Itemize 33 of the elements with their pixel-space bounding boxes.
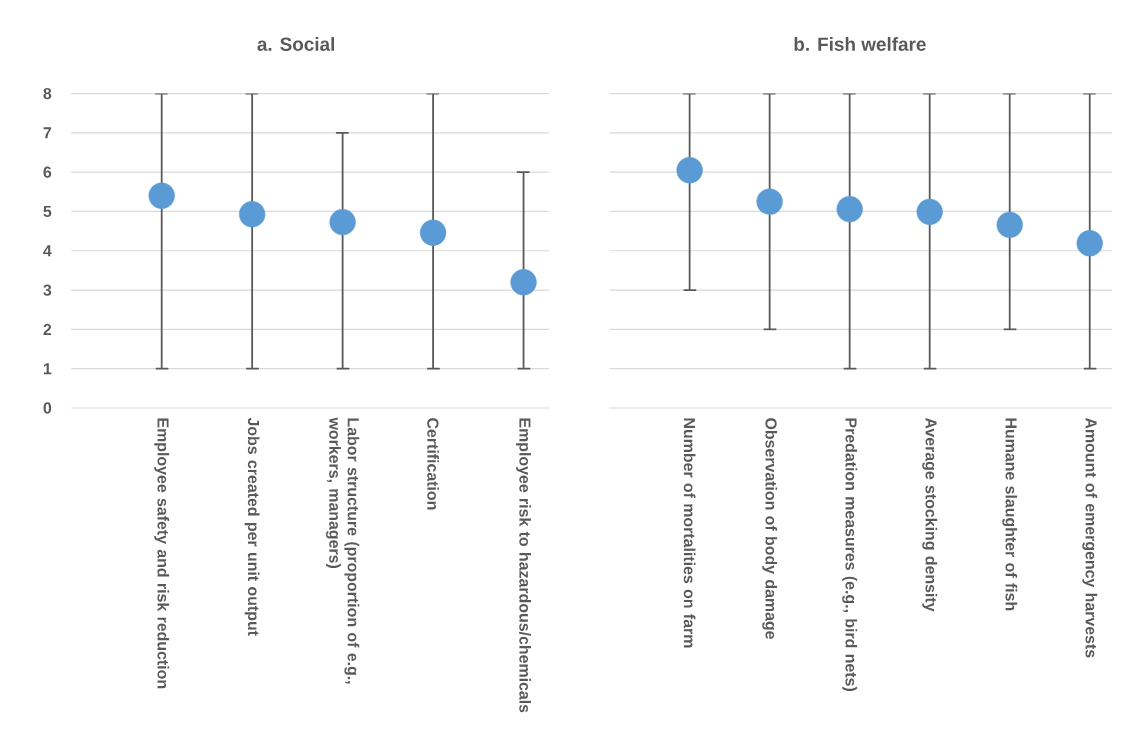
y-tick-label: 2 xyxy=(43,323,52,335)
point xyxy=(836,195,863,223)
point xyxy=(148,182,175,209)
chart-title: a. Social xyxy=(257,36,335,51)
y-tick-label: 8 xyxy=(43,87,52,99)
x-tick-label: Employee safety and risk reduction xyxy=(154,418,170,688)
x-tick-label: Labor structure (proportion of e.g., workers, managers) xyxy=(325,417,360,684)
y-tick-label: 6 xyxy=(43,166,52,178)
point xyxy=(916,198,943,225)
x-tick-label: Observation of body damage xyxy=(762,417,778,639)
x-tick-label: Number of mortalities on farm xyxy=(683,418,696,648)
point xyxy=(756,188,783,215)
chart-title: b. Fish welfare xyxy=(794,36,926,51)
y-tick-label: 4 xyxy=(43,245,52,257)
x-tick-label: Employee risk to hazardous/chemicals xyxy=(516,418,531,713)
point xyxy=(239,200,266,228)
x-tick-label: Amount of emergency harvests xyxy=(1082,417,1098,658)
y-tick-label: 7 xyxy=(43,127,52,139)
point xyxy=(996,211,1023,238)
x-tick-label: Certification xyxy=(427,417,439,510)
x-tick-label: Predation measures (e.g., bird nets) xyxy=(842,418,858,691)
point xyxy=(510,268,537,296)
y-tick-label: 3 xyxy=(43,284,52,296)
y-tick-label: 0 xyxy=(43,402,52,414)
point xyxy=(676,156,703,184)
x-tick-label: Average stocking density xyxy=(922,417,938,612)
x-tick-label: Humane slaughter of fish xyxy=(1002,418,1018,611)
point xyxy=(329,208,356,236)
x-tick-label: Jobs created per unit output xyxy=(244,417,260,636)
y-tick-label: 1 xyxy=(43,363,52,374)
y-tick-label: 5 xyxy=(43,205,52,217)
point xyxy=(419,219,447,246)
point xyxy=(1076,229,1103,257)
